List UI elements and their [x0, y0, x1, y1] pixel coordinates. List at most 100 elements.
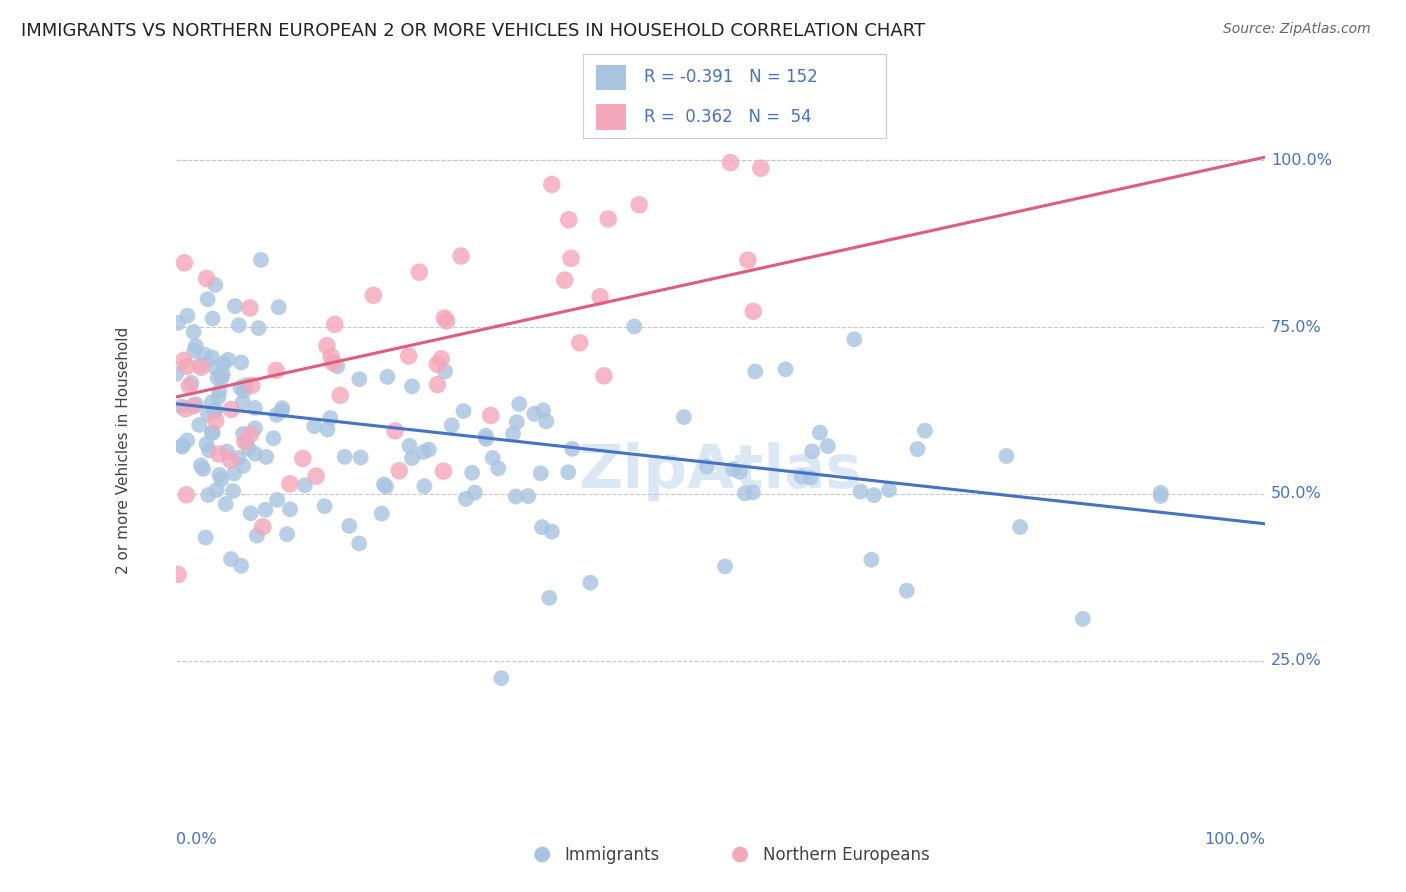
- Text: 2 or more Vehicles in Household: 2 or more Vehicles in Household: [115, 326, 131, 574]
- Point: [540, 524, 562, 539]
- Point: [844, 332, 866, 346]
- Point: [246, 528, 269, 542]
- Point: [623, 319, 645, 334]
- Point: [337, 519, 360, 533]
- Point: [190, 458, 212, 473]
- Point: [347, 536, 370, 550]
- Point: [316, 339, 339, 353]
- Point: [197, 408, 219, 422]
- Point: [388, 464, 411, 478]
- Point: [538, 591, 561, 605]
- Point: [568, 335, 591, 350]
- Point: [877, 483, 900, 497]
- Point: [593, 368, 616, 383]
- Point: [314, 499, 336, 513]
- Point: [221, 402, 243, 417]
- Point: [432, 464, 454, 478]
- Point: [896, 583, 918, 598]
- Point: [243, 401, 266, 415]
- Point: [598, 211, 620, 226]
- Point: [208, 467, 231, 482]
- Point: [172, 438, 194, 452]
- Point: [194, 531, 217, 545]
- Point: [384, 424, 406, 438]
- Point: [319, 411, 342, 425]
- Point: [208, 447, 231, 461]
- Point: [232, 384, 254, 398]
- Point: [408, 265, 430, 279]
- Point: [278, 476, 301, 491]
- Point: [817, 439, 839, 453]
- Point: [464, 485, 486, 500]
- Point: [863, 488, 886, 502]
- Point: [170, 440, 193, 454]
- Point: [222, 483, 245, 498]
- Point: [436, 314, 458, 328]
- Point: [749, 161, 772, 176]
- Point: [239, 427, 262, 442]
- Point: [554, 273, 576, 287]
- Point: [204, 403, 226, 417]
- Point: [252, 520, 274, 534]
- Point: [240, 378, 263, 392]
- Point: [176, 309, 198, 323]
- Point: [1150, 486, 1173, 500]
- Point: [453, 404, 475, 418]
- Point: [254, 503, 277, 517]
- Point: [720, 155, 742, 169]
- Point: [191, 462, 214, 476]
- Point: [176, 359, 198, 374]
- Text: 100.0%: 100.0%: [1271, 153, 1331, 168]
- Point: [373, 477, 395, 491]
- Point: [506, 415, 529, 429]
- Point: [375, 479, 398, 493]
- Point: [197, 292, 219, 306]
- Point: [412, 445, 434, 459]
- Point: [266, 492, 288, 507]
- Point: [238, 442, 260, 456]
- Point: [579, 575, 602, 590]
- Text: R =  0.362   N =  54: R = 0.362 N = 54: [644, 108, 811, 126]
- Point: [188, 417, 211, 432]
- Point: [995, 449, 1018, 463]
- Text: 75.0%: 75.0%: [1271, 319, 1322, 334]
- Point: [243, 447, 266, 461]
- Point: [1150, 489, 1173, 503]
- Point: [232, 426, 254, 441]
- Point: [479, 409, 502, 423]
- Point: [219, 552, 242, 566]
- Point: [672, 410, 695, 425]
- Point: [860, 553, 883, 567]
- Point: [557, 465, 579, 479]
- Point: [589, 290, 612, 304]
- Point: [914, 424, 936, 438]
- Point: [398, 439, 420, 453]
- Point: [461, 466, 484, 480]
- Point: [267, 300, 290, 314]
- Point: [232, 395, 254, 409]
- Point: [323, 318, 346, 332]
- Point: [165, 367, 187, 381]
- Point: [531, 520, 554, 534]
- Point: [228, 318, 250, 333]
- Point: [229, 380, 252, 394]
- Point: [349, 372, 371, 386]
- Point: [239, 301, 262, 315]
- Point: [201, 395, 224, 409]
- Point: [481, 450, 503, 465]
- Point: [302, 419, 325, 434]
- Point: [201, 351, 224, 365]
- Point: [170, 400, 193, 414]
- Point: [558, 212, 581, 227]
- Point: [561, 442, 583, 456]
- Text: Immigrants: Immigrants: [565, 846, 659, 863]
- Text: 50.0%: 50.0%: [1271, 486, 1322, 501]
- Point: [540, 178, 562, 192]
- Point: [276, 527, 298, 541]
- Point: [502, 427, 524, 442]
- Point: [264, 363, 287, 377]
- Point: [183, 325, 205, 339]
- Point: [398, 349, 420, 363]
- Point: [270, 404, 292, 418]
- Bar: [596, 104, 626, 130]
